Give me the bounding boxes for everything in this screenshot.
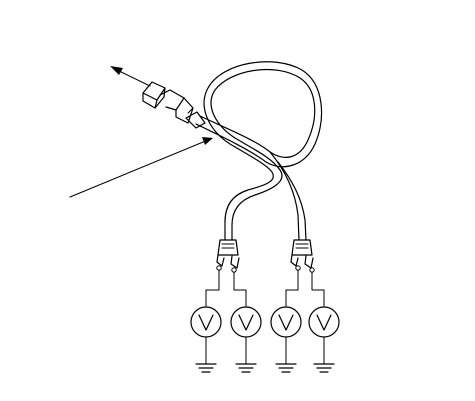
- ground-4-icon: [313, 336, 335, 373]
- voltmeter-2-icon: [230, 306, 262, 338]
- ground-2-icon: [235, 336, 257, 373]
- voltmeter-4-icon: [308, 306, 340, 338]
- right-test-clip-icon: [290, 239, 315, 281]
- ground-3-icon: [275, 336, 297, 373]
- ground-1-icon: [195, 336, 217, 373]
- pointer-arrow-icon: [69, 137, 213, 198]
- connector-direction-arrow-icon: [110, 66, 151, 87]
- voltmeter-3-icon: [270, 306, 302, 338]
- meter-wires: [205, 277, 325, 307]
- harness-cable: [195, 61, 323, 241]
- main-connector-icon: [142, 81, 206, 129]
- left-test-clip-icon: [216, 239, 240, 281]
- voltmeter-1-icon: [190, 306, 222, 338]
